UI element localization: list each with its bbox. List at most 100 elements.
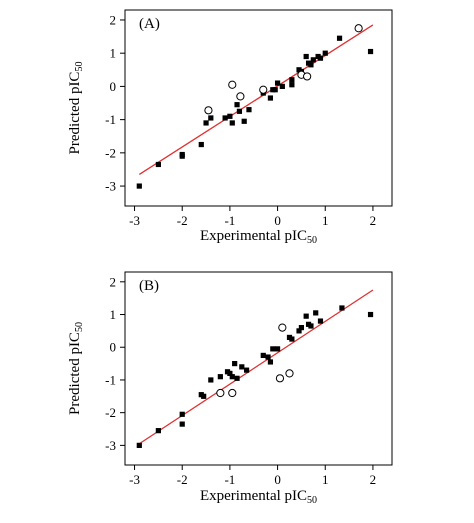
x-tick-label: 2 bbox=[370, 213, 377, 228]
x-tick-label: -2 bbox=[177, 472, 188, 487]
data-point-circle bbox=[204, 106, 213, 115]
data-point-circle bbox=[216, 388, 225, 398]
y-axis-label: Predicted pIC50 bbox=[67, 62, 85, 155]
panel-label: (A) bbox=[139, 16, 160, 32]
y-axis-label-text: Predicted pIC bbox=[67, 332, 83, 415]
data-point-square bbox=[229, 120, 235, 126]
data-point-square bbox=[179, 411, 185, 417]
x-axis-label-subscript: 50 bbox=[307, 235, 317, 246]
x-tick-label: -3 bbox=[129, 472, 140, 487]
data-point-circle bbox=[259, 85, 268, 94]
data-point-square bbox=[303, 313, 309, 319]
data-point-square bbox=[260, 352, 266, 359]
data-point-circle bbox=[228, 388, 237, 398]
x-tick-label: 0 bbox=[274, 472, 281, 487]
data-point-square bbox=[336, 35, 343, 41]
data-point-square bbox=[267, 359, 274, 365]
data-point-square bbox=[239, 364, 245, 370]
data-point-square bbox=[270, 346, 276, 352]
data-point-square bbox=[289, 77, 295, 83]
x-tick-label: 1 bbox=[322, 213, 329, 228]
data-point-square bbox=[367, 311, 374, 318]
data-point-square bbox=[201, 393, 207, 399]
x-axis-label: Experimental pIC50 bbox=[200, 228, 317, 246]
data-point-square bbox=[203, 120, 209, 126]
data-point-square bbox=[234, 375, 240, 381]
data-point-square bbox=[317, 55, 324, 61]
data-point-square bbox=[229, 374, 235, 380]
data-point-square bbox=[236, 108, 243, 114]
data-point-circle bbox=[354, 24, 363, 33]
x-tick-label: 1 bbox=[322, 472, 329, 487]
data-point-square bbox=[241, 118, 247, 124]
data-point-square bbox=[303, 53, 309, 60]
y-tick-label: -1 bbox=[105, 112, 116, 127]
data-point-square bbox=[136, 183, 142, 189]
data-point-square bbox=[289, 82, 295, 88]
x-axis-label-text: Experimental pIC bbox=[200, 228, 307, 244]
data-point-square bbox=[274, 346, 281, 352]
data-point-square bbox=[208, 377, 214, 383]
data-point-square bbox=[155, 161, 161, 168]
data-point-square bbox=[310, 57, 316, 63]
y-tick-label: 0 bbox=[110, 340, 117, 355]
data-point-square bbox=[272, 87, 278, 93]
data-point-square bbox=[208, 115, 214, 121]
y-tick-label: -3 bbox=[105, 179, 116, 194]
x-tick-label: -2 bbox=[177, 213, 188, 228]
y-tick-label: -1 bbox=[105, 372, 116, 387]
data-point-square bbox=[232, 360, 238, 367]
data-point-square bbox=[155, 428, 161, 434]
plot-frame bbox=[124, 271, 393, 466]
y-tick-label: 1 bbox=[110, 307, 117, 322]
data-point-square bbox=[243, 367, 250, 373]
data-point-square bbox=[227, 370, 233, 377]
y-axis-label-subscript: 50 bbox=[74, 322, 85, 332]
panel-label: (B) bbox=[139, 278, 159, 294]
y-tick-label: -3 bbox=[105, 438, 116, 453]
data-point-square bbox=[322, 50, 328, 56]
data-point-square bbox=[313, 310, 319, 316]
x-axis-label-text: Experimental pIC bbox=[200, 488, 307, 504]
data-point-square bbox=[289, 336, 295, 342]
y-axis-label-text: Predicted pIC bbox=[67, 72, 83, 155]
data-point-square bbox=[246, 107, 252, 113]
data-point-square bbox=[296, 328, 302, 334]
data-point-circle bbox=[285, 369, 294, 378]
data-point-square bbox=[274, 80, 281, 86]
data-point-square bbox=[317, 318, 324, 324]
x-tick-label: -1 bbox=[224, 472, 235, 487]
fit-line bbox=[138, 289, 374, 445]
data-point-circle bbox=[275, 374, 285, 383]
y-tick-label: 1 bbox=[110, 46, 117, 61]
y-tick-label: 0 bbox=[110, 79, 117, 94]
data-point-square bbox=[339, 305, 345, 311]
y-tick-label: -2 bbox=[105, 405, 116, 420]
fit-line bbox=[138, 24, 374, 175]
y-tick-label: 2 bbox=[110, 12, 117, 27]
y-tick-label: 2 bbox=[110, 274, 117, 289]
y-axis-label-subscript: 50 bbox=[74, 62, 85, 72]
data-point-square bbox=[267, 95, 274, 101]
data-point-square bbox=[222, 115, 228, 121]
data-point-circle bbox=[236, 92, 245, 101]
data-point-square bbox=[136, 442, 142, 448]
data-point-square bbox=[298, 325, 305, 331]
data-point-circle bbox=[303, 72, 312, 81]
data-point-square bbox=[265, 354, 271, 360]
plot-frame bbox=[124, 9, 393, 207]
data-point-square bbox=[234, 102, 240, 108]
data-point-circle bbox=[228, 80, 237, 89]
data-point-square bbox=[279, 83, 285, 90]
data-point-square bbox=[367, 48, 374, 55]
x-tick-label: 2 bbox=[370, 472, 377, 487]
x-tick-label: -3 bbox=[129, 213, 140, 228]
y-tick-label: -2 bbox=[105, 145, 116, 160]
data-point-square bbox=[179, 421, 185, 427]
data-point-square bbox=[198, 141, 204, 148]
x-tick-label: -1 bbox=[224, 213, 235, 228]
x-axis-label: Experimental pIC50 bbox=[200, 488, 317, 506]
